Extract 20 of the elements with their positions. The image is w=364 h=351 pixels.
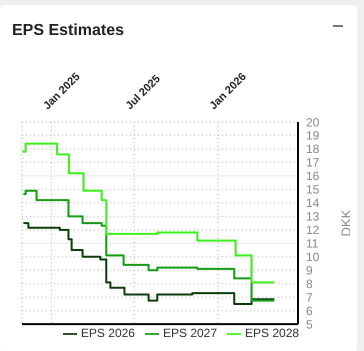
legend-label: EPS 2027 xyxy=(162,326,218,340)
y-tick-label: 9 xyxy=(306,264,313,278)
legend-label: EPS 2028 xyxy=(245,326,300,340)
y-tick-label: 15 xyxy=(306,182,320,197)
y-tick-label: 20 xyxy=(306,115,320,130)
y-tick-label: 11 xyxy=(306,236,319,251)
y-tick-label: 6 xyxy=(306,304,313,318)
y-tick-label: 7 xyxy=(306,290,313,304)
legend-label: EPS 2026 xyxy=(80,326,135,340)
y-tick-label: 8 xyxy=(306,276,313,291)
y-tick-label: 10 xyxy=(306,250,320,264)
y-tick-label: 16 xyxy=(306,169,320,184)
y-tick-label: 17 xyxy=(306,156,320,170)
chart-title: EPS Estimates xyxy=(12,22,124,40)
y-tick-label: 5 xyxy=(306,317,313,332)
y-tick-label: 19 xyxy=(306,128,320,143)
y-tick-label: 18 xyxy=(306,142,320,156)
y-tick-label: 14 xyxy=(306,196,320,210)
y-tick-label: 12 xyxy=(306,223,320,238)
y-tick-label: 13 xyxy=(306,210,320,224)
